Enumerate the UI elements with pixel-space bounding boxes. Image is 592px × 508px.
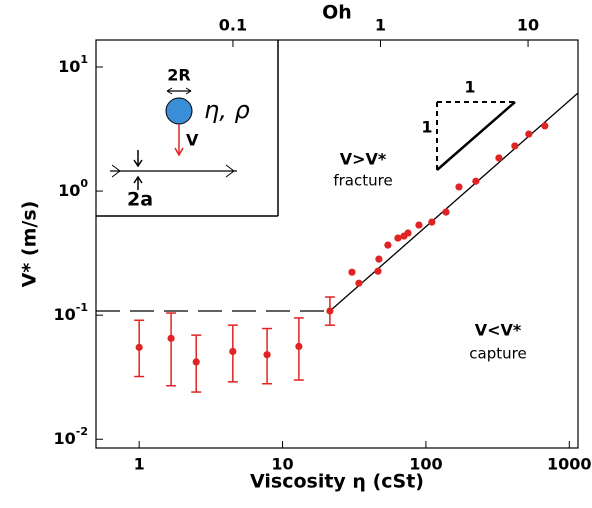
point [541,122,549,130]
annotation: fracture [333,172,392,190]
point [295,342,303,351]
point [472,177,480,185]
x2-tick-label: 10 [517,16,539,35]
x2-tick-label: 0.1 [219,16,247,35]
y-tick-label: 101 [58,53,88,76]
point [348,268,356,276]
y-axis-label: V* (m/s) [19,201,41,288]
x-tick-label: 1000 [547,455,592,474]
point [384,241,392,249]
point [495,154,503,162]
y-tick-label: 10-1 [54,301,89,324]
point [135,343,143,351]
annotation: V>V* [340,150,387,169]
x2-axis-label: Oh [322,2,352,24]
x-axis-label: Viscosity η (cSt) [250,471,424,493]
point [455,183,463,191]
point [167,334,175,342]
inset-label: 2R [167,66,190,85]
point [374,267,382,275]
x-tick-label: 1 [134,455,145,474]
threshold-line [329,92,579,312]
point [375,255,383,263]
annotation: V<V* [475,321,522,340]
x-tick-label: 100 [409,455,442,474]
point [511,142,519,150]
point [394,234,402,242]
point [442,208,450,216]
point [192,358,200,366]
inset-label: V [186,131,199,150]
x-tick-label: 10 [271,455,293,474]
error-bar [166,312,177,387]
slope-label: 1 [421,118,432,137]
slope-label: 1 [464,78,475,97]
point [525,130,533,138]
inset: 2R η, ρ V 2a [96,40,279,217]
point [404,229,412,237]
point [263,351,271,359]
inset-label: η, ρ [204,96,250,124]
x2-tick-label: 1 [375,16,386,35]
slope-triangle: 1 1 [421,78,516,171]
point [229,347,237,356]
inset-label: 2a [127,189,153,211]
point [415,221,423,229]
point [355,279,363,287]
point [428,218,436,226]
y-tick-label: 100 [58,177,88,200]
annotation: capture [469,345,526,363]
point [326,307,334,315]
y-tick-label: 10-2 [54,425,89,448]
plot-frame [95,39,579,449]
